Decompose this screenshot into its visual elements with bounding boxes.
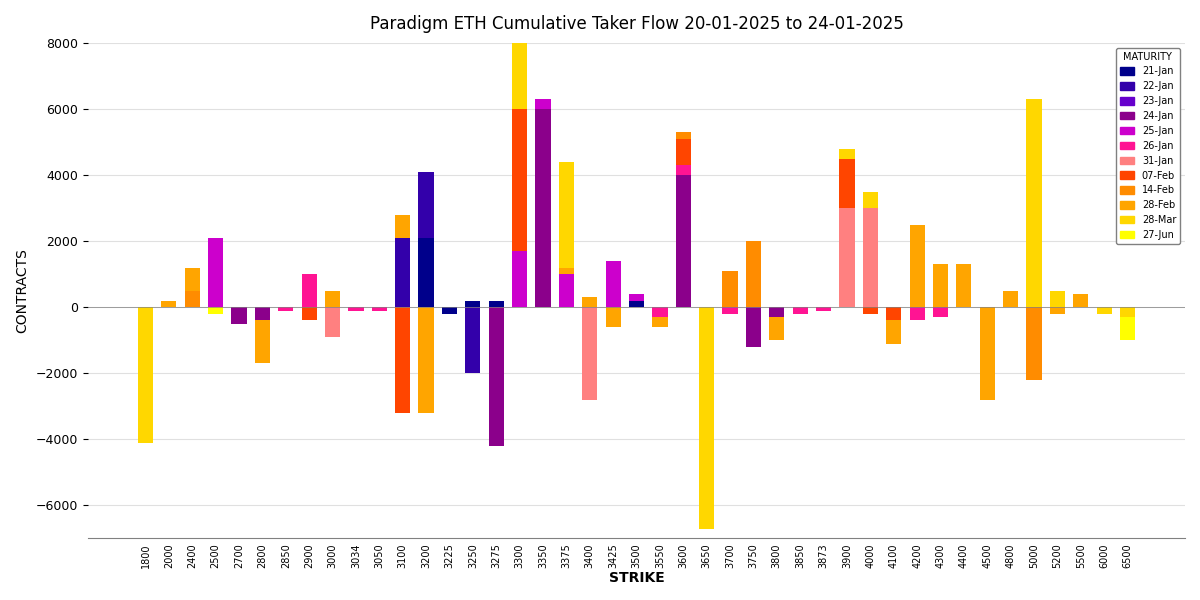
- Bar: [839, 208, 854, 307]
- Bar: [676, 132, 691, 139]
- Bar: [512, 109, 527, 251]
- Bar: [185, 268, 200, 290]
- X-axis label: STRIKE: STRIKE: [608, 571, 665, 585]
- Bar: [1026, 99, 1042, 307]
- Bar: [559, 274, 574, 307]
- Bar: [419, 307, 433, 413]
- Bar: [1097, 307, 1111, 314]
- Bar: [932, 307, 948, 317]
- Bar: [1073, 294, 1088, 307]
- Bar: [863, 307, 878, 314]
- Bar: [629, 301, 644, 307]
- Bar: [278, 307, 293, 311]
- Bar: [325, 290, 340, 307]
- Bar: [629, 294, 644, 301]
- Bar: [910, 307, 925, 320]
- Bar: [559, 268, 574, 274]
- Bar: [956, 264, 972, 307]
- Bar: [700, 307, 714, 529]
- Bar: [839, 158, 854, 208]
- Bar: [653, 307, 667, 317]
- Bar: [325, 307, 340, 337]
- Bar: [863, 191, 878, 208]
- Bar: [746, 241, 761, 307]
- Bar: [582, 307, 598, 400]
- Bar: [559, 162, 574, 268]
- Bar: [746, 307, 761, 347]
- Bar: [372, 307, 386, 311]
- Bar: [254, 307, 270, 320]
- Bar: [606, 307, 620, 327]
- Bar: [676, 165, 691, 175]
- Bar: [769, 307, 785, 317]
- Bar: [1120, 317, 1135, 340]
- Bar: [1050, 307, 1064, 314]
- Bar: [886, 307, 901, 320]
- Bar: [161, 301, 176, 307]
- Bar: [863, 208, 878, 307]
- Bar: [442, 307, 457, 314]
- Bar: [512, 0, 527, 109]
- Bar: [676, 139, 691, 165]
- Bar: [816, 307, 832, 311]
- Bar: [395, 215, 410, 238]
- Bar: [419, 172, 433, 238]
- Y-axis label: CONTRACTS: CONTRACTS: [14, 248, 29, 333]
- Bar: [466, 301, 480, 307]
- Bar: [839, 149, 854, 158]
- Bar: [676, 175, 691, 307]
- Bar: [722, 307, 738, 314]
- Bar: [1003, 290, 1019, 307]
- Bar: [1026, 307, 1042, 380]
- Bar: [1050, 290, 1064, 307]
- Bar: [208, 238, 223, 307]
- Bar: [488, 307, 504, 446]
- Bar: [722, 271, 738, 307]
- Bar: [512, 251, 527, 307]
- Bar: [535, 109, 551, 307]
- Bar: [466, 307, 480, 373]
- Bar: [185, 290, 200, 307]
- Bar: [1120, 307, 1135, 317]
- Bar: [792, 307, 808, 314]
- Bar: [582, 297, 598, 307]
- Bar: [208, 307, 223, 314]
- Legend: 21-Jan, 22-Jan, 23-Jan, 24-Jan, 25-Jan, 26-Jan, 31-Jan, 07-Feb, 14-Feb, 28-Feb, : 21-Jan, 22-Jan, 23-Jan, 24-Jan, 25-Jan, …: [1116, 48, 1180, 244]
- Bar: [348, 307, 364, 311]
- Bar: [395, 238, 410, 307]
- Bar: [932, 264, 948, 307]
- Bar: [535, 99, 551, 109]
- Title: Paradigm ETH Cumulative Taker Flow 20-01-2025 to 24-01-2025: Paradigm ETH Cumulative Taker Flow 20-01…: [370, 15, 904, 33]
- Bar: [138, 307, 154, 443]
- Bar: [488, 301, 504, 307]
- Bar: [910, 224, 925, 307]
- Bar: [979, 307, 995, 400]
- Bar: [886, 320, 901, 344]
- Bar: [653, 317, 667, 327]
- Bar: [395, 307, 410, 413]
- Bar: [769, 317, 785, 340]
- Bar: [254, 320, 270, 364]
- Bar: [301, 307, 317, 320]
- Bar: [606, 261, 620, 307]
- Bar: [419, 238, 433, 307]
- Bar: [232, 307, 247, 324]
- Bar: [301, 274, 317, 307]
